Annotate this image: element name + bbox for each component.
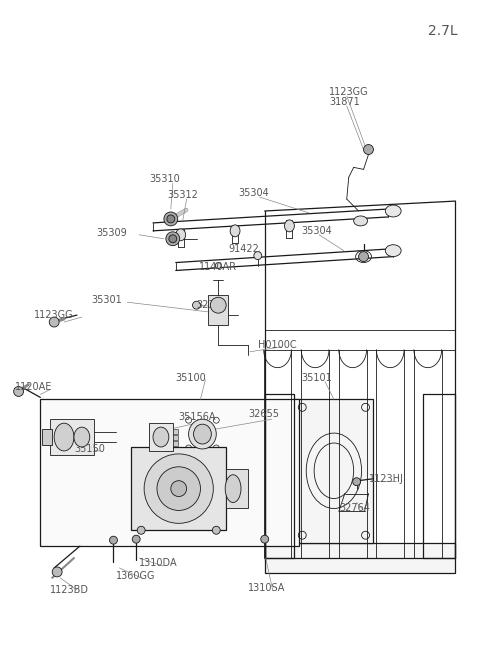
Bar <box>264 543 456 573</box>
Text: 35156A: 35156A <box>179 412 216 422</box>
Text: 35304: 35304 <box>238 188 269 198</box>
Text: 2.7L: 2.7L <box>428 24 457 37</box>
Ellipse shape <box>153 427 169 447</box>
Text: 1123GG: 1123GG <box>35 310 74 320</box>
Text: 35304: 35304 <box>301 226 332 236</box>
Text: 32764: 32764 <box>339 504 370 514</box>
Text: 1360GG: 1360GG <box>117 571 156 581</box>
Bar <box>294 400 373 543</box>
Circle shape <box>192 301 201 309</box>
Text: 1310SA: 1310SA <box>248 583 285 593</box>
Ellipse shape <box>176 229 186 241</box>
Bar <box>173 429 178 434</box>
Text: 31871: 31871 <box>329 97 360 107</box>
Text: 1310DA: 1310DA <box>139 558 178 568</box>
Bar <box>173 435 178 440</box>
Ellipse shape <box>354 216 368 226</box>
Text: 1120AE: 1120AE <box>14 383 52 392</box>
Text: 32311: 32311 <box>196 300 227 310</box>
Text: 35150: 35150 <box>74 444 105 454</box>
Ellipse shape <box>230 225 240 236</box>
Circle shape <box>164 212 178 226</box>
Bar <box>173 441 178 446</box>
Circle shape <box>49 317 59 327</box>
Circle shape <box>109 536 118 544</box>
Circle shape <box>169 234 177 243</box>
Bar <box>42 429 52 445</box>
Text: 35100: 35100 <box>176 373 206 383</box>
Text: 1123GG: 1123GG <box>329 87 369 97</box>
Circle shape <box>132 535 140 543</box>
Text: 1123HJ: 1123HJ <box>369 474 403 483</box>
Circle shape <box>167 215 175 223</box>
Circle shape <box>359 252 369 261</box>
Circle shape <box>13 386 24 396</box>
Ellipse shape <box>74 427 90 447</box>
Text: 1140AR: 1140AR <box>199 261 237 272</box>
Bar <box>208 295 228 325</box>
Circle shape <box>157 467 201 510</box>
Text: 32655: 32655 <box>248 409 279 419</box>
Ellipse shape <box>385 205 401 217</box>
Text: 35301: 35301 <box>92 295 122 305</box>
Circle shape <box>137 527 145 534</box>
Bar <box>40 400 300 546</box>
Circle shape <box>144 454 213 523</box>
Ellipse shape <box>385 245 401 257</box>
Bar <box>50 419 94 455</box>
Circle shape <box>171 481 187 496</box>
Bar <box>131 447 226 531</box>
Text: 35101: 35101 <box>301 373 332 383</box>
Circle shape <box>166 232 180 246</box>
Circle shape <box>353 477 360 485</box>
Text: 35310: 35310 <box>149 174 180 184</box>
Ellipse shape <box>54 423 74 451</box>
Circle shape <box>216 263 221 269</box>
Ellipse shape <box>193 424 211 444</box>
Ellipse shape <box>225 475 241 502</box>
Bar <box>264 394 294 558</box>
Text: H0100C: H0100C <box>258 340 297 350</box>
Bar <box>149 423 173 451</box>
Circle shape <box>210 297 226 313</box>
Text: 35312: 35312 <box>167 190 198 200</box>
Circle shape <box>363 145 373 155</box>
Text: 91422: 91422 <box>228 244 259 253</box>
Bar <box>423 394 456 558</box>
Circle shape <box>254 252 262 259</box>
Text: 1123BD: 1123BD <box>50 585 89 595</box>
Circle shape <box>212 527 220 534</box>
Text: 35309: 35309 <box>96 228 127 238</box>
Circle shape <box>261 535 269 543</box>
Circle shape <box>52 567 62 577</box>
Bar <box>226 469 248 508</box>
Ellipse shape <box>285 220 294 232</box>
Ellipse shape <box>189 419 216 449</box>
